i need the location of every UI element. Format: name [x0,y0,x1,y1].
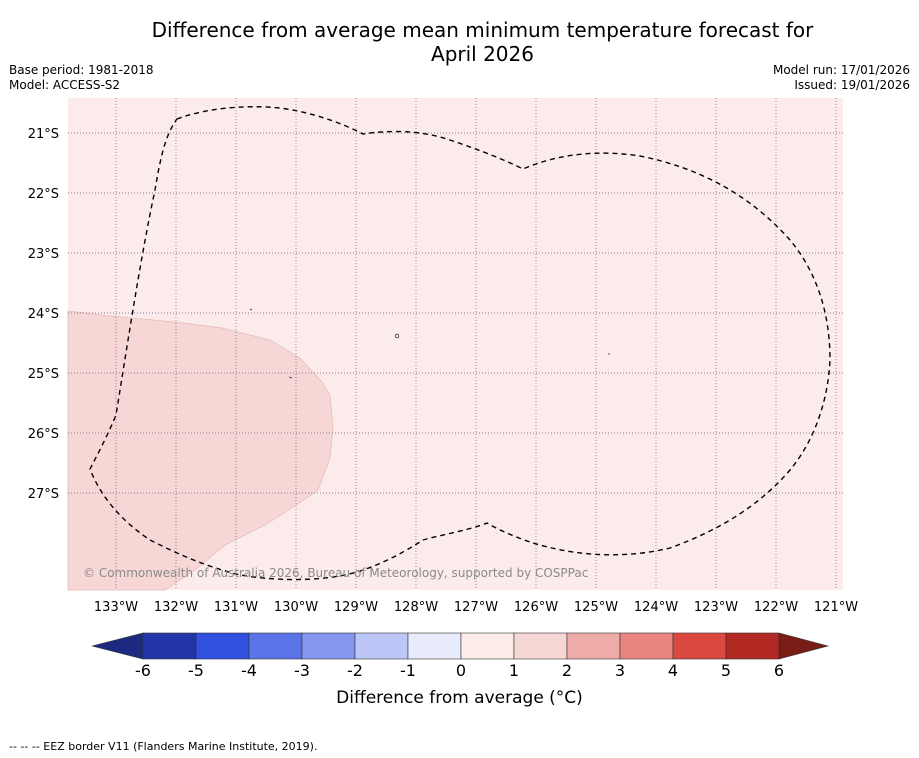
colorbar-bin [513,632,568,660]
lon-label: 131°W [214,600,258,615]
map-copyright: © Commonwealth of Australia 2026, Bureau… [83,566,588,580]
title-line-1: Difference from average mean minimum tem… [151,18,814,42]
issued-date: Issued: 19/01/2026 [794,78,910,92]
colorbar-bin [725,632,780,660]
lon-label: 123°W [694,600,738,615]
lat-label: 25°S [28,367,59,382]
lon-axis: 133°W 132°W 131°W 130°W 129°W 128°W 127°… [94,600,858,615]
colorbar-bin [460,632,515,660]
forecast-map: © Commonwealth of Australia 2026, Bureau… [28,98,858,680]
model-run: Model run: 17/01/2026 [772,63,910,77]
island [394,333,400,339]
model-info: Base period: 1981-2018 Model: ACCESS-S2 [9,63,154,93]
lat-label: 24°S [28,307,59,322]
colorbar-tick: 2 [562,661,572,680]
islands [249,308,610,379]
lon-label: 130°W [274,600,318,615]
colorbar-bin [195,632,250,660]
colorbar-bin [248,632,303,660]
lon-label: 124°W [634,600,678,615]
island [288,376,293,379]
colorbar-tick: -1 [400,661,416,680]
colorbar-tick: -6 [135,661,151,680]
lon-label: 126°W [514,600,558,615]
colorbar-tick: -2 [347,661,363,680]
colorbar-bin [354,632,409,660]
island [249,308,253,311]
lat-label: 26°S [28,427,59,442]
lat-label: 22°S [28,187,59,202]
colorbar-tick: 4 [668,661,678,680]
lon-label: 128°W [394,600,438,615]
colorbar-tick: -5 [188,661,204,680]
colorbar-tick: 3 [615,661,625,680]
lon-label: 133°W [94,600,138,615]
base-period: Base period: 1981-2018 [9,63,154,77]
lat-label: 27°S [28,487,59,502]
colorbar-tick: 1 [509,661,519,680]
colorbar-extend-high [778,632,830,660]
colorbar-bin [142,632,197,660]
colorbar-bin [407,632,462,660]
model-name: Model: ACCESS-S2 [9,78,121,92]
colorbar-bin [672,632,727,660]
colorbar-extend-low [91,632,144,660]
lon-label: 125°W [574,600,618,615]
lon-label: 127°W [454,600,498,615]
graticule [68,98,843,590]
lat-axis: 21°S 22°S 23°S 24°S 25°S 26°S 27°S [28,127,59,502]
colorbar-tick: -3 [294,661,310,680]
colorbar-tick: 5 [721,661,731,680]
colorbar-tick: 6 [774,661,784,680]
colorbar [91,632,830,660]
colorbar-ticks: -6 -5 -4 -3 -2 -1 0 1 2 3 4 5 6 [135,661,784,680]
colorbar-bin [301,632,356,660]
eez-legend: -- -- -- EEZ border V11 (Flanders Marine… [9,740,318,753]
title-line-2: April 2026 [431,42,534,66]
lat-label: 23°S [28,247,59,262]
colorbar-tick: 0 [456,661,466,680]
colorbar-label: Difference from average (°C) [336,688,583,708]
lon-label: 132°W [154,600,198,615]
lon-label: 121°W [814,600,858,615]
run-info: Model run: 17/01/2026 Issued: 19/01/2026 [773,63,910,93]
lon-label: 122°W [754,600,798,615]
colorbar-bin [566,632,621,660]
warm-anomaly-region [67,310,334,591]
colorbar-tick: -4 [241,661,257,680]
lon-label: 129°W [334,600,378,615]
colorbar-bin [619,632,674,660]
map-title: Difference from average mean minimum tem… [0,18,919,66]
lat-label: 21°S [28,127,59,142]
